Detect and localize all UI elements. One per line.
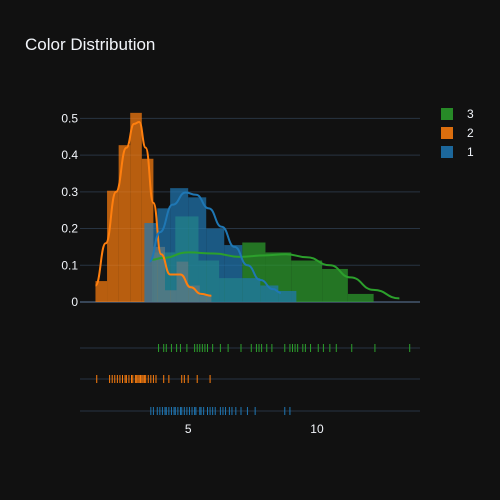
- histogram-bar-series-2: [107, 190, 119, 302]
- y-tick-label: 0.2: [61, 222, 78, 236]
- chart-title: Color Distribution: [25, 35, 155, 54]
- y-tick-label: 0.1: [61, 258, 78, 272]
- axes: 0 0.1 0.2 0.3 0.4 0.5 5 10: [61, 111, 324, 436]
- legend-swatch: [441, 127, 453, 139]
- x-tick-label: 10: [310, 422, 324, 436]
- y-tick-label: 0.5: [61, 111, 78, 125]
- histogram-bar-series-2: [130, 112, 142, 302]
- legend-item-1[interactable]: 1: [441, 145, 474, 159]
- histogram-bar-series-1: [242, 278, 261, 302]
- legend-swatch: [441, 108, 453, 120]
- density-curve-series-2: [94, 121, 212, 297]
- y-tick-label: 0.3: [61, 185, 78, 199]
- y-tick-label: 0: [71, 295, 78, 309]
- histogram-bars: [95, 112, 374, 302]
- legend-item-2[interactable]: 2: [441, 126, 474, 140]
- density-curves: [94, 121, 400, 300]
- x-tick-label: 5: [185, 422, 192, 436]
- histogram-bar-series-2: [118, 145, 131, 302]
- legend-item-3[interactable]: 3: [441, 107, 474, 121]
- density-curve-series-3: [152, 251, 400, 300]
- legend-label: 3: [467, 107, 474, 121]
- legend-swatch: [441, 146, 453, 158]
- histogram-bar-series-1: [224, 245, 243, 302]
- legend[interactable]: 3 2 1: [441, 107, 474, 159]
- y-tick-label: 0.4: [61, 148, 78, 162]
- density-curve-series-1: [148, 191, 282, 294]
- histogram-bar-series-1: [278, 290, 297, 302]
- histogram-bar-series-1: [206, 228, 225, 302]
- rug-plots: [96, 344, 411, 415]
- legend-label: 2: [467, 126, 474, 140]
- legend-label: 1: [467, 145, 474, 159]
- histogram-bar-series-1: [144, 223, 158, 302]
- histogram-bar-series-2: [95, 281, 108, 302]
- histogram-bar-series-1: [188, 197, 207, 302]
- histogram-bar-series-3: [347, 293, 374, 302]
